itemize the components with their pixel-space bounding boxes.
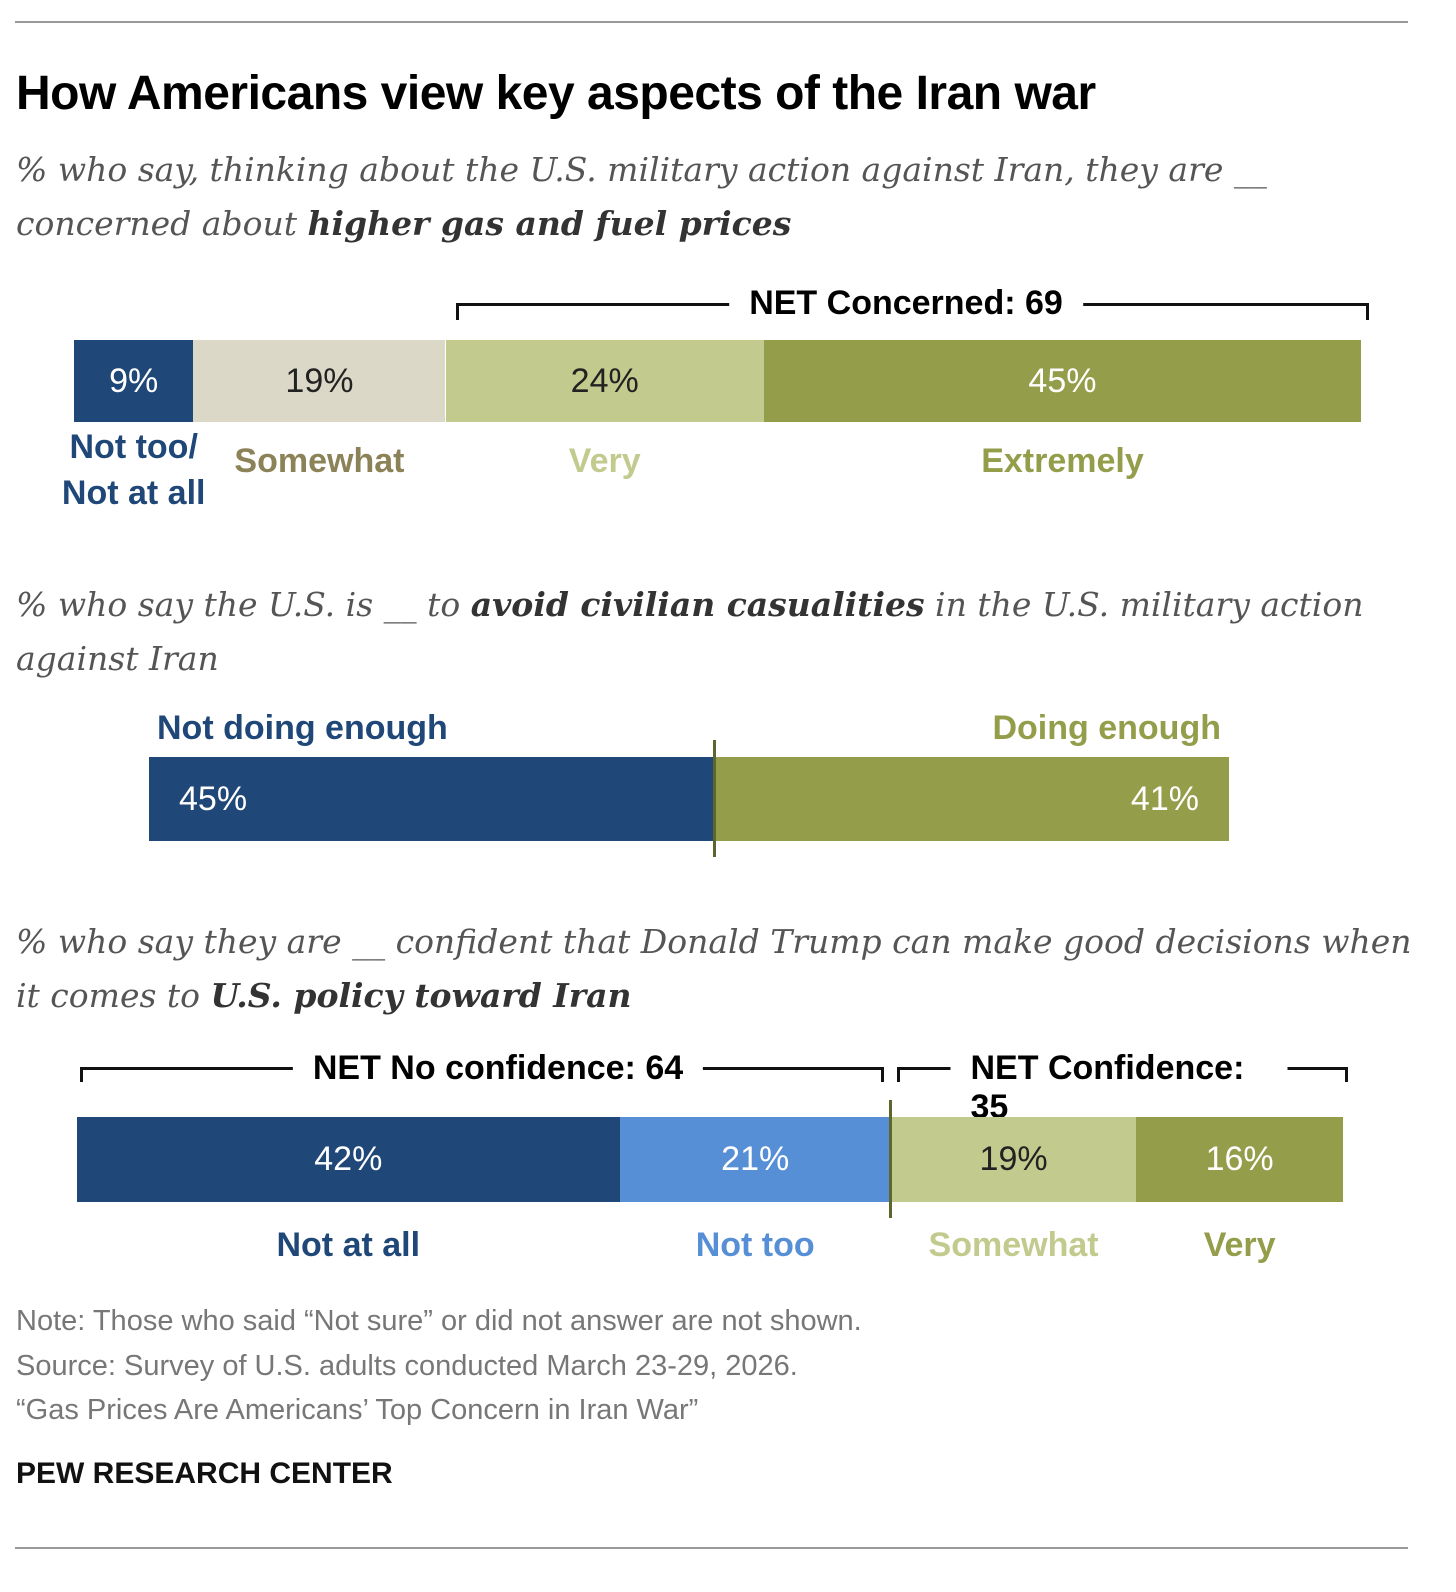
subtitle-3: % who say they are __ confident that Don… (16, 915, 1436, 1023)
category-label: Very (1203, 1226, 1276, 1264)
report-title: “Gas Prices Are Americans’ Top Concern i… (16, 1394, 699, 1426)
bar-segment: 19% (890, 1117, 1137, 1202)
bar-segment: 9% (74, 340, 194, 422)
top-rule (15, 21, 1408, 23)
bar-segment: 41% (714, 757, 1229, 841)
net-left-label: NET No confidence: 64 (292, 1049, 704, 1088)
subtitle-text: % who say the U.S. is __ to (16, 585, 471, 624)
category-label: Somewhat (234, 442, 405, 480)
subtitle-1: % who say, thinking about the U.S. milit… (16, 143, 1436, 251)
bottom-rule (15, 1547, 1408, 1549)
category-label: Not at all (276, 1226, 421, 1264)
data-label: 21% (721, 1140, 790, 1178)
subtitle-text: % who say, thinking about the U.S. milit… (16, 150, 1267, 243)
subtitle-bold: higher gas and fuel prices (307, 204, 792, 243)
chart-title: How Americans view key aspects of the Ir… (16, 67, 1096, 120)
data-label: 41% (1130, 779, 1199, 818)
subtitle-bold: U.S. policy toward Iran (210, 976, 632, 1015)
bar-segment: 45% (149, 757, 715, 841)
category-label: Very (568, 442, 641, 480)
category-label: Not too (695, 1226, 815, 1264)
divider-line (713, 740, 716, 857)
category-label: Extremely (981, 442, 1144, 480)
category-label: Doing enough (992, 709, 1221, 747)
source: Source: Survey of U.S. adults conducted … (16, 1350, 798, 1382)
data-label: 9% (109, 361, 159, 400)
net-right-label: NET Confidence: 35 (950, 1049, 1288, 1127)
footer-brand: PEW RESEARCH CENTER (16, 1457, 393, 1490)
data-label: 24% (570, 361, 639, 400)
bar-segment: 16% (1136, 1117, 1343, 1202)
category-label: Somewhat (928, 1226, 1099, 1264)
bar-segment: 24% (445, 340, 764, 422)
data-label: 16% (1205, 1140, 1274, 1178)
subtitle-text: % who say they are __ confident that Don… (16, 922, 1412, 1015)
data-label: 45% (179, 779, 248, 818)
bar-segment: 45% (763, 340, 1361, 422)
divider-line (889, 1100, 892, 1218)
bar-segment: 21% (619, 1117, 891, 1202)
subtitle-2: % who say the U.S. is __ to avoid civili… (16, 578, 1436, 686)
data-label: 42% (314, 1140, 383, 1178)
data-label: 19% (979, 1140, 1048, 1178)
bar-segment: 19% (193, 340, 446, 422)
subtitle-bold: avoid civilian casualities (470, 585, 925, 624)
net-label: NET Concerned: 69 (729, 284, 1083, 323)
category-label: Not doing enough (157, 709, 448, 747)
bar-segment: 42% (77, 1117, 620, 1202)
data-label: 19% (285, 361, 354, 400)
category-label: Not too/Not at all (61, 428, 206, 512)
note: Note: Those who said “Not sure” or did n… (16, 1305, 862, 1337)
subtitle-text: in the U.S. military action against Iran (16, 585, 1364, 678)
data-label: 45% (1028, 361, 1097, 400)
